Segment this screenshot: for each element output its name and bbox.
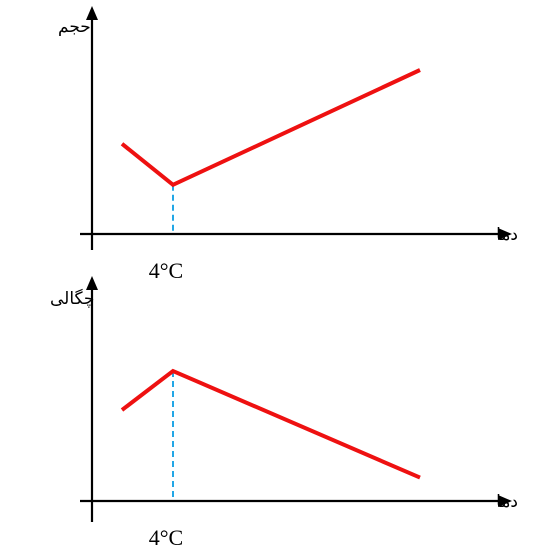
- volume-x-axis-label: دما: [496, 225, 518, 245]
- volume-chart: حجم دما 4°C: [58, 6, 518, 283]
- density-chart: چگالی دما 4°C: [50, 276, 518, 550]
- volume-y-axis-label: حجم: [58, 17, 91, 37]
- density-x-axis-label: دما: [496, 492, 518, 512]
- volume-x-axis-arrow-icon: [498, 228, 512, 240]
- density-x-tick-4c: 4°C: [149, 525, 183, 550]
- volume-y-axis-arrow-icon: [86, 6, 98, 20]
- density-series-line: [120, 368, 421, 480]
- density-y-axis-arrow-icon: [86, 276, 98, 290]
- density-y-axis-label: چگالی: [50, 288, 94, 309]
- volume-series-line: [120, 68, 421, 188]
- volume-x-tick-4c: 4°C: [149, 258, 183, 283]
- density-x-axis-arrow-icon: [498, 495, 512, 507]
